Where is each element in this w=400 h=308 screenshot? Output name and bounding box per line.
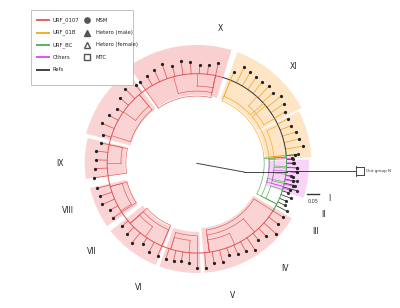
Text: IX: IX <box>56 159 64 168</box>
Text: Others: Others <box>52 55 70 60</box>
Wedge shape <box>266 160 309 198</box>
Text: V: V <box>230 291 235 300</box>
Text: IV: IV <box>281 264 289 273</box>
Wedge shape <box>85 138 126 179</box>
Wedge shape <box>90 180 138 226</box>
Text: URF_0107: URF_0107 <box>52 17 79 23</box>
Wedge shape <box>159 228 201 273</box>
Text: 0.05: 0.05 <box>307 200 318 205</box>
Text: Out group N: Out group N <box>366 169 391 173</box>
Text: XI: XI <box>290 62 298 71</box>
Wedge shape <box>110 205 171 265</box>
Text: MSM: MSM <box>96 18 108 22</box>
Wedge shape <box>86 72 156 146</box>
Text: X: X <box>218 24 223 33</box>
Text: I: I <box>328 194 330 203</box>
Text: II: II <box>322 210 326 219</box>
Wedge shape <box>220 52 301 131</box>
Text: MTC: MTC <box>96 55 107 60</box>
Text: Hetero (male): Hetero (male) <box>96 30 133 35</box>
Text: Refs: Refs <box>52 67 64 72</box>
Text: VII: VII <box>87 247 97 256</box>
Text: VIII: VIII <box>62 206 74 215</box>
Wedge shape <box>202 196 292 273</box>
Text: URF_01B: URF_01B <box>52 30 76 35</box>
Text: URF_BC: URF_BC <box>52 42 73 48</box>
Text: VI: VI <box>135 283 143 292</box>
Wedge shape <box>258 111 311 160</box>
Text: III: III <box>312 227 319 236</box>
Text: Hetero (female): Hetero (female) <box>96 43 138 47</box>
FancyBboxPatch shape <box>31 10 133 85</box>
Wedge shape <box>129 45 232 107</box>
